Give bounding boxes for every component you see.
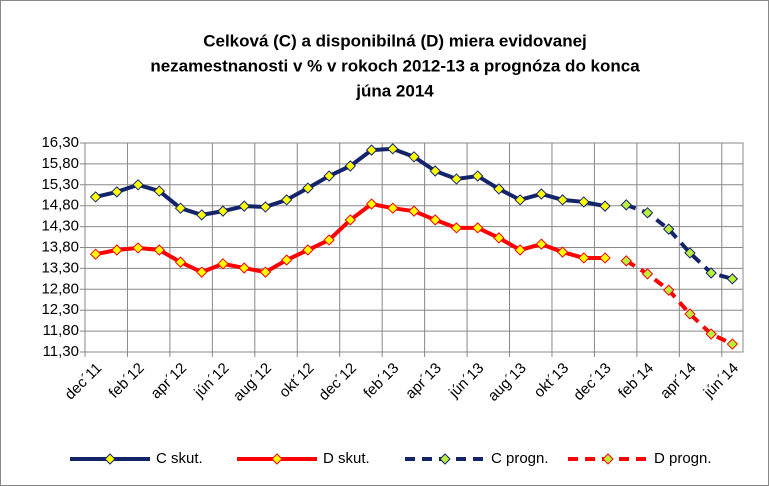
series-marker [471,170,484,182]
chart-title: Celková (C) a disponibilná (D) miera evi… [150,31,640,100]
series-marker [217,205,229,217]
series-marker [663,223,675,235]
series-marker [705,267,717,279]
series-marker [238,262,250,274]
series-marker [641,268,654,280]
legend-marker [439,453,451,465]
series-marker [450,222,463,234]
series-marker [641,207,654,219]
y-tick-label: 12,30 [41,301,79,318]
series-marker [726,273,739,285]
series-marker [705,328,717,340]
series-marker [196,209,208,221]
legend-label: C skut. [156,450,203,467]
series-marker [153,244,165,256]
series-marker [471,222,484,234]
series-marker [344,214,357,226]
series-marker [238,200,250,212]
series-marker [365,198,378,210]
series-marker [684,308,696,320]
legend-marker [104,453,116,465]
series-marker [153,185,165,197]
y-tick-label: 15,30 [41,176,79,193]
series-marker [429,214,441,226]
series-marker [429,165,441,177]
series-marker [196,266,208,278]
series-marker [89,248,102,260]
legend-label: D progn. [654,450,712,467]
chart-title-line: nezamestnanosti v % v rokoch 2012-13 a p… [150,56,640,75]
series-marker [408,151,420,163]
series-marker [174,202,187,214]
series-marker [323,234,335,246]
series-marker [578,252,590,264]
series-marker [535,188,548,200]
series-marker [620,199,632,211]
series-marker [493,232,505,244]
series-marker [365,144,378,156]
series-marker [684,247,696,259]
y-tick-label: 15,80 [41,155,79,172]
legend-label: D skut. [323,450,370,467]
series-marker [599,252,611,264]
y-tick-label: 11,80 [43,322,79,339]
series-marker [259,266,272,278]
series-marker [514,194,526,206]
series-marker [323,170,335,182]
series-marker [259,201,272,213]
y-tick-label: 16,30 [41,134,79,151]
y-tick-label: 11,30 [43,343,79,360]
series-marker [556,194,569,206]
series-marker [280,254,293,266]
series-marker [174,256,187,268]
series-marker [387,202,399,214]
series-marker [556,246,569,258]
chart-title-line: Celková (C) a disponibilná (D) miera evi… [203,31,587,50]
series-marker [387,143,399,155]
series-marker [217,258,229,270]
series-marker [514,244,526,256]
series-marker [302,182,314,194]
y-tick-label: 14,80 [41,197,79,214]
series-marker [132,242,144,254]
y-tick-label: 13,30 [41,259,79,276]
series-marker [111,244,123,256]
legend-marker [271,453,283,465]
series-marker [408,205,420,217]
y-tick-label: 13,80 [41,238,79,255]
y-tick-label: 12,80 [41,280,79,297]
series-marker [111,186,123,198]
chart-title-line: júna 2014 [355,81,434,100]
series-marker [280,194,293,206]
series-marker [302,244,314,256]
series-marker [344,160,357,172]
series-marker [663,284,675,296]
series-marker [620,255,632,267]
legend-label: C progn. [491,450,549,467]
series-marker [493,183,505,195]
y-tick-label: 14,30 [41,218,79,235]
series-marker [578,196,590,208]
series-marker [599,200,611,212]
series-marker [726,338,739,350]
series-marker [535,238,548,250]
series-marker [132,179,144,191]
series-marker [89,191,102,203]
series-marker [450,173,463,185]
legend-marker [602,453,614,465]
